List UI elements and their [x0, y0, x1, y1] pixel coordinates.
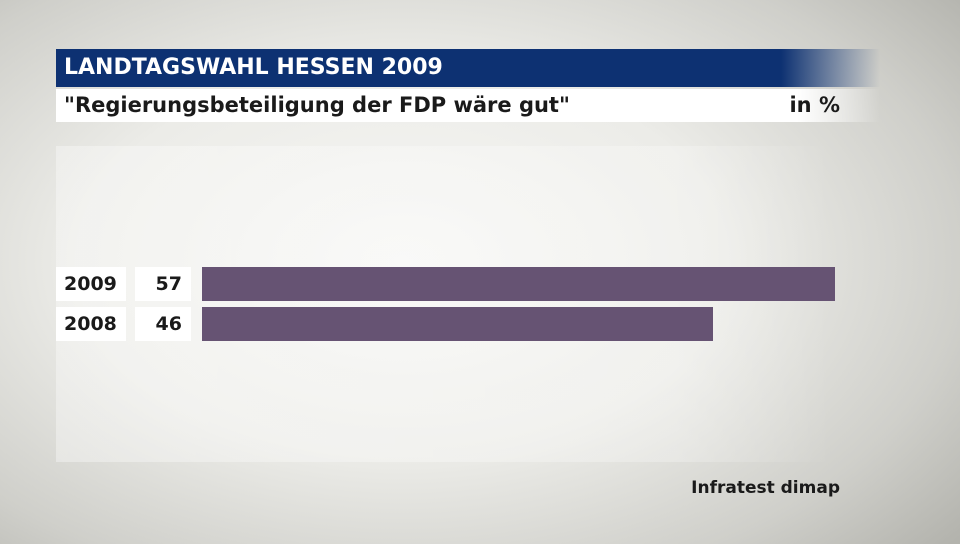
value-label: 57 [135, 267, 191, 301]
bar-row-2008: 2008 46 [56, 307, 856, 341]
plot-area [56, 146, 832, 462]
chart-title: LANDTAGSWAHL HESSEN 2009 [56, 49, 880, 87]
bar-row-2009: 2009 57 [56, 267, 856, 301]
value-label: 46 [135, 307, 191, 341]
source-label: Infratest dimap [691, 478, 840, 498]
category-label: 2008 [56, 307, 126, 341]
bar [202, 307, 713, 341]
chart-subtitle: "Regierungsbeteiligung der FDP wäre gut" [56, 89, 880, 122]
unit-label: in % [789, 93, 840, 117]
category-label: 2009 [56, 267, 126, 301]
bar [202, 267, 835, 301]
